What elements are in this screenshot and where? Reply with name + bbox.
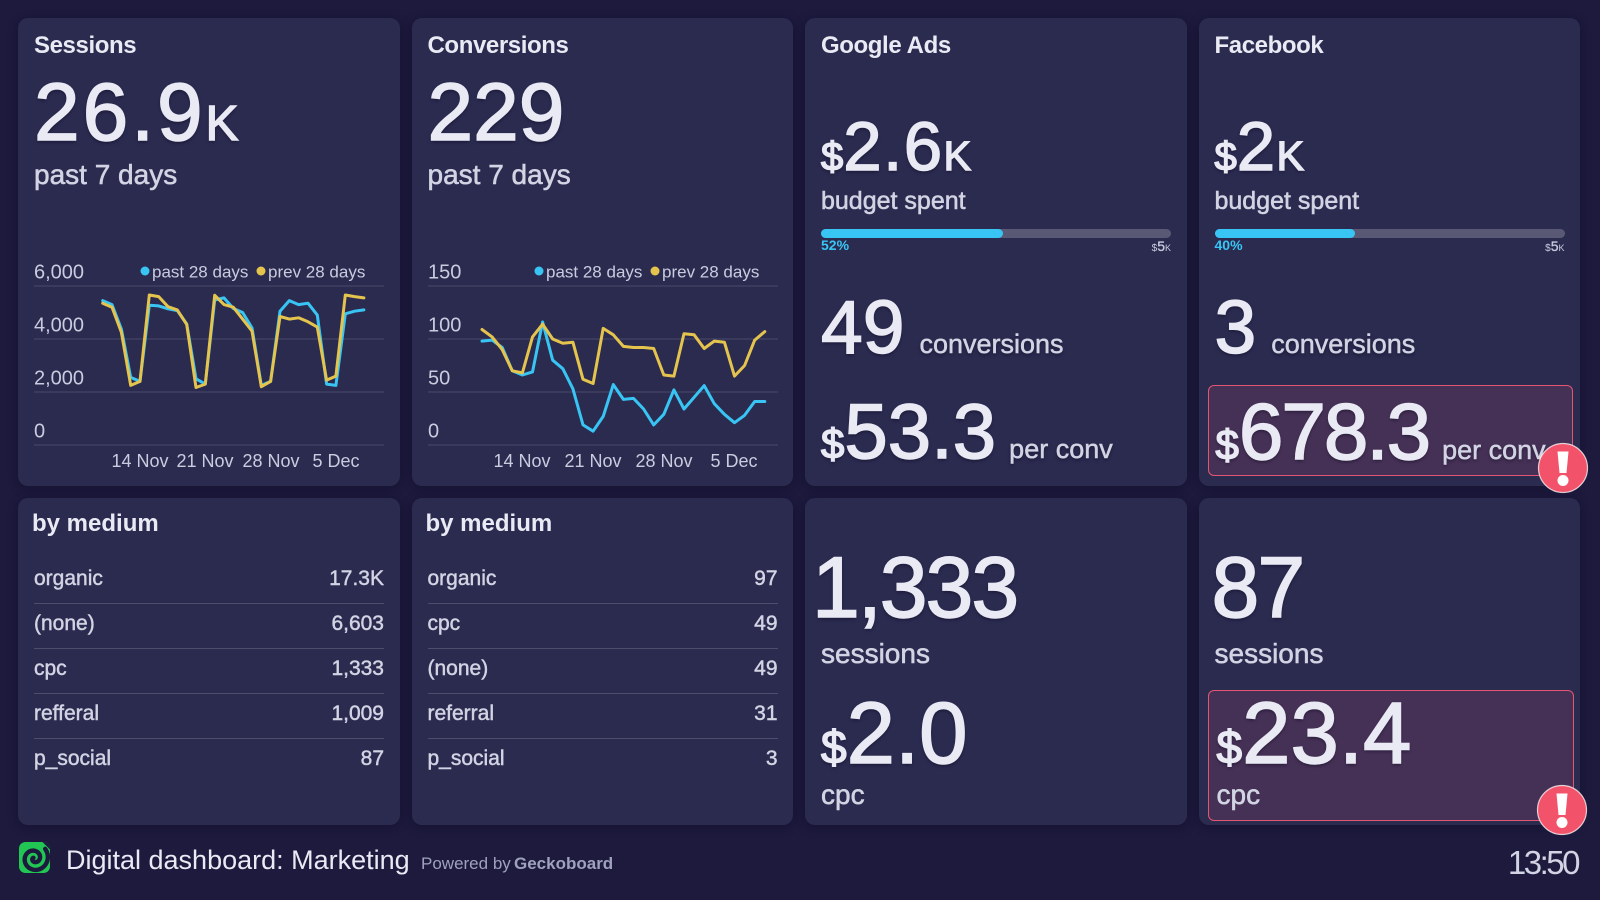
svg-text:prev 28 days: prev 28 days [662, 263, 759, 282]
svg-text:prev 28 days: prev 28 days [268, 263, 365, 282]
svg-text:4,000: 4,000 [34, 315, 84, 337]
svg-text:0: 0 [34, 421, 45, 443]
svg-text:21 Nov: 21 Nov [564, 451, 621, 471]
svg-text:6,000: 6,000 [34, 262, 84, 284]
svg-text:past 28 days: past 28 days [546, 263, 642, 282]
svg-text:50: 50 [428, 368, 450, 390]
svg-text:100: 100 [428, 315, 461, 337]
svg-text:14 Nov: 14 Nov [111, 451, 168, 471]
svg-text:14 Nov: 14 Nov [493, 451, 550, 471]
svg-text:28 Nov: 28 Nov [242, 451, 299, 471]
svg-text:2,000: 2,000 [34, 368, 84, 390]
svg-text:5 Dec: 5 Dec [312, 451, 359, 471]
svg-text:past 28 days: past 28 days [152, 263, 248, 282]
svg-text:28 Nov: 28 Nov [635, 451, 692, 471]
svg-text:150: 150 [428, 262, 461, 284]
svg-text:0: 0 [428, 421, 439, 443]
svg-text:21 Nov: 21 Nov [176, 451, 233, 471]
svg-text:5 Dec: 5 Dec [710, 451, 757, 471]
